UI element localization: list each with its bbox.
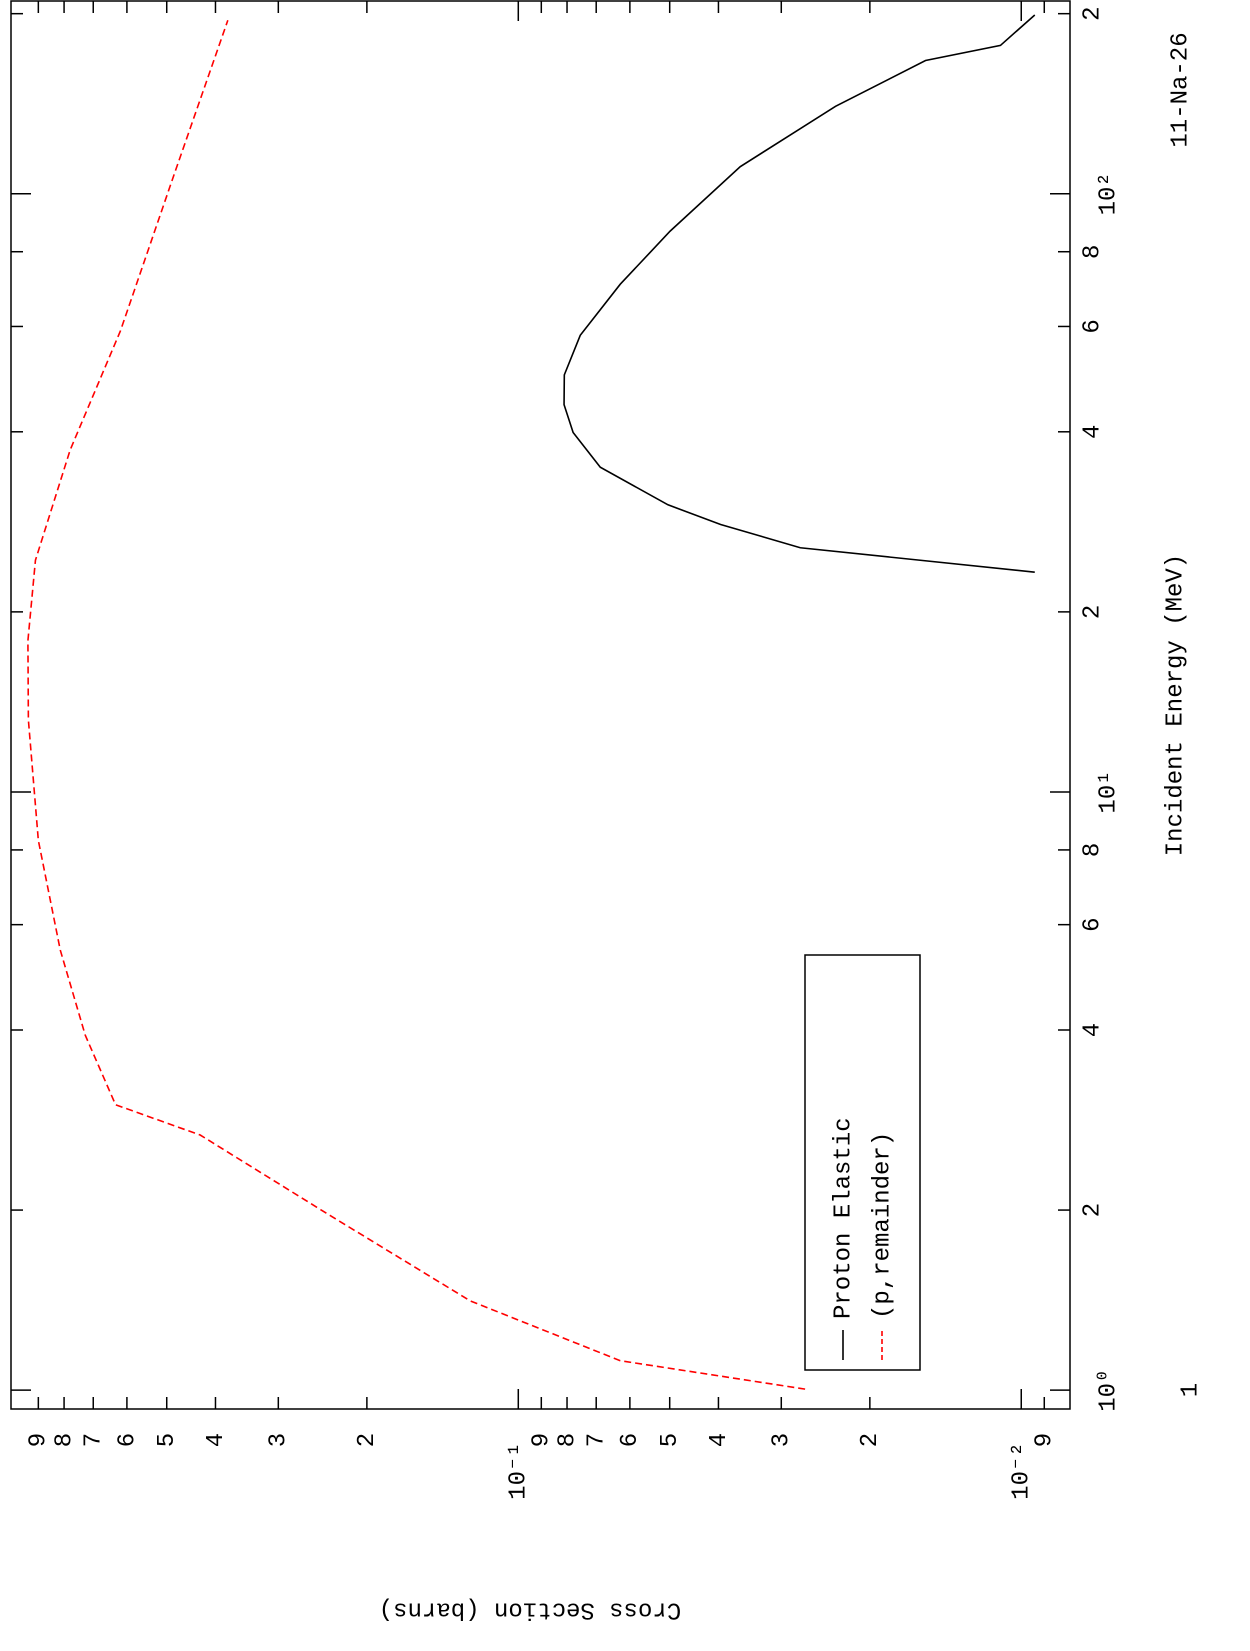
x-tick-label: 10²: [1095, 172, 1122, 215]
y-tick-label: 9: [1032, 1433, 1059, 1447]
plot-group: Incident Energy (MeV) Cross Section (bar…: [10, 0, 1204, 1623]
y-tick-label: 2: [354, 1433, 381, 1447]
x-tick-label: 4: [1079, 1023, 1106, 1037]
legend-label: Proton Elastic: [830, 1117, 857, 1319]
y-tick-label: 8: [51, 1433, 78, 1447]
y-axis-title: Cross Section (barns): [379, 1596, 681, 1623]
x-tick-label: 2: [1079, 605, 1106, 619]
y-tick-label: 9: [529, 1433, 556, 1447]
y-tick-label: 10⁻²: [1009, 1442, 1036, 1500]
x-tick-label: 2: [1079, 6, 1106, 20]
y-tick-label: 5: [657, 1433, 684, 1447]
y-tick-label: 7: [81, 1433, 108, 1447]
legend-label: (p,remainder): [869, 1132, 896, 1319]
x-tick-label: 10⁰: [1095, 1369, 1122, 1412]
x-axis-title: Incident Energy (MeV): [1162, 554, 1189, 856]
x-tick-label: 8: [1079, 245, 1106, 259]
x-tick-label: 2: [1079, 1203, 1106, 1217]
annotation: 1: [1177, 1383, 1204, 1397]
x-tick-label: 8: [1079, 843, 1106, 857]
y-tick-label: 2: [857, 1433, 884, 1447]
x-tick-label: 10¹: [1095, 770, 1122, 813]
y-tick-label: 9: [26, 1433, 53, 1447]
y-tick-label: 10⁻¹: [506, 1442, 533, 1500]
y-tick-label: 3: [266, 1433, 293, 1447]
x-tick-label: 4: [1079, 425, 1106, 439]
x-tick-label: 6: [1079, 319, 1106, 333]
y-tick-label: 7: [584, 1433, 611, 1447]
y-tick-label: 6: [617, 1433, 644, 1447]
series-line: [563, 14, 1036, 573]
y-tick-label: 5: [154, 1433, 181, 1447]
annotation: 11-Na-26: [1167, 32, 1194, 147]
y-tick-label: 3: [769, 1433, 796, 1447]
legend-box: [804, 954, 921, 1371]
x-tick-label: 6: [1079, 917, 1106, 931]
series-line: [27, 19, 806, 1390]
y-tick-label: 8: [554, 1433, 581, 1447]
plot-frame: [10, 0, 1071, 1410]
y-tick-label: 4: [203, 1433, 230, 1447]
y-tick-label: 6: [114, 1433, 141, 1447]
y-tick-label: 4: [706, 1433, 733, 1447]
